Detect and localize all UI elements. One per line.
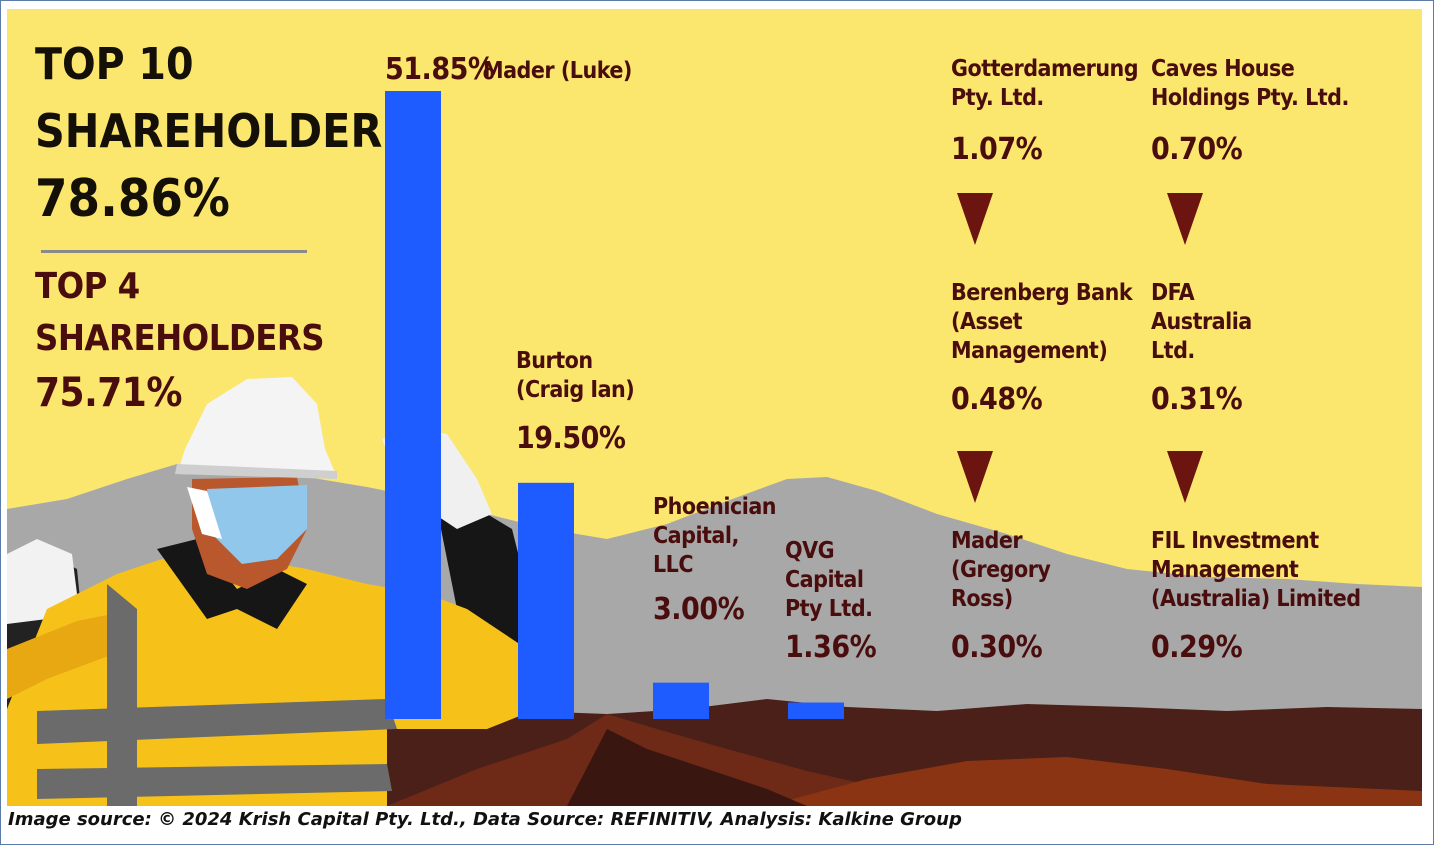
- bar-category-label-3: QVG Capital Pty Ltd.: [785, 538, 873, 622]
- bar-category-label-0: Mader (Luke): [483, 58, 632, 84]
- other-name-5: FIL Investment Management (Australia) Li…: [1151, 528, 1361, 612]
- footer-source: Image source: © 2024 Krish Capital Pty. …: [8, 809, 962, 830]
- other-name-1: Caves House Holdings Pty. Ltd.: [1151, 56, 1349, 111]
- ground-ridge: [567, 729, 807, 806]
- bar-category-label-2: Phoenician Capital, LLC: [653, 494, 777, 578]
- bar-3: [788, 702, 844, 719]
- other-value-0: 1.07%: [951, 132, 1043, 167]
- ground-rust: [767, 757, 1422, 806]
- down-arrow-icon: [957, 193, 993, 245]
- other-value-5: 0.29%: [1151, 630, 1243, 665]
- other-value-4: 0.30%: [951, 630, 1043, 665]
- infographic-panel: TOP 10 SHAREHOLDERS 78.86% TOP 4 SHAREHO…: [7, 9, 1422, 806]
- bar-value-label-1: 19.50%: [516, 421, 626, 456]
- bar-chart: [385, 91, 844, 719]
- other-value-3: 0.31%: [1151, 382, 1243, 417]
- down-arrow-icon: [1167, 451, 1203, 503]
- other-name-3: DFA Australia Ltd.: [1151, 280, 1252, 364]
- bar-1: [518, 482, 574, 719]
- top10-value: 78.86%: [35, 169, 230, 229]
- other-name-2: Berenberg Bank (Asset Management): [951, 280, 1133, 364]
- down-arrow-icon: [957, 451, 993, 503]
- top10-title-line2: SHAREHOLDERS: [35, 104, 413, 158]
- other-name-4: Mader (Gregory Ross): [951, 528, 1051, 612]
- bar-value-label-2: 3.00%: [653, 592, 745, 627]
- bar-value-label-0: 51.85%: [385, 52, 495, 87]
- bar-value-label-3: 1.36%: [785, 630, 877, 665]
- header-divider: [41, 250, 307, 253]
- other-value-1: 0.70%: [1151, 132, 1243, 167]
- top4-title-line1: TOP 4: [35, 266, 140, 307]
- bar-category-label-1: Burton (Craig Ian): [516, 348, 635, 403]
- top4-value: 75.71%: [35, 370, 182, 416]
- bar-0: [385, 91, 441, 719]
- other-name-0: Gotterdamerung Pty. Ltd.: [951, 56, 1139, 111]
- other-value-2: 0.48%: [951, 382, 1043, 417]
- top4-title-line2: SHAREHOLDERS: [35, 318, 325, 359]
- top10-title-line1: TOP 10: [35, 39, 194, 90]
- arrows-layer: [957, 193, 1203, 503]
- down-arrow-icon: [1167, 193, 1203, 245]
- bar-2: [653, 682, 709, 719]
